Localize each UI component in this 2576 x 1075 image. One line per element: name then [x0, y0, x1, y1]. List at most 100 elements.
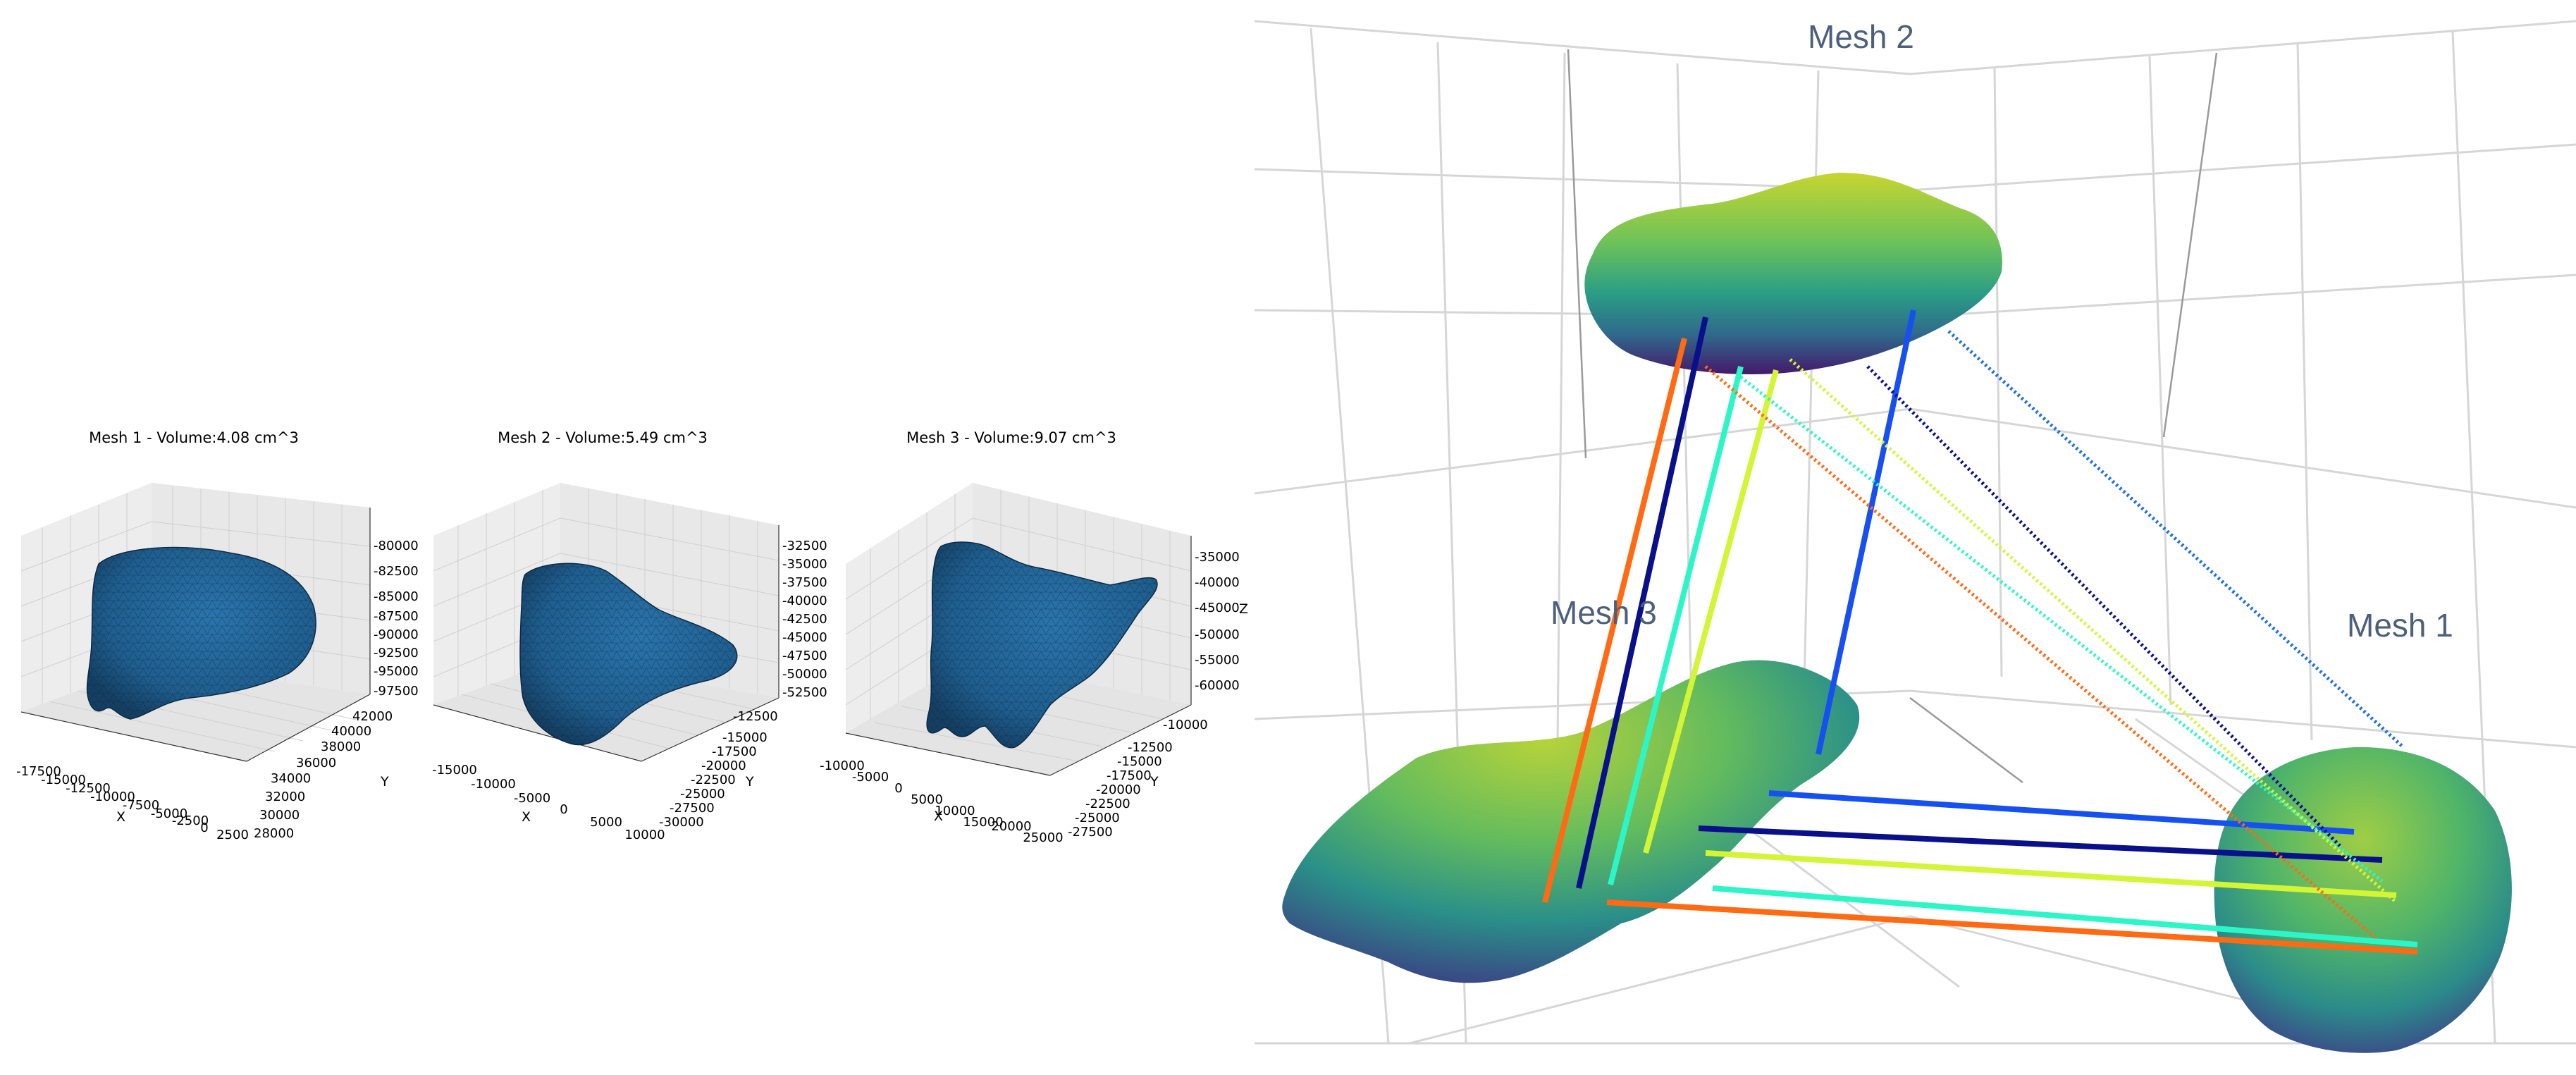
svg-text:-40000: -40000 — [1195, 575, 1240, 590]
x-tick-labels: -17500 -15000 -12500 -10000 -7500 -5000 … — [16, 764, 249, 842]
mesh-2-volume[interactable] — [1584, 173, 2002, 374]
scene-label-mesh-3: Mesh 3 — [1551, 594, 1657, 631]
svg-text:-2500: -2500 — [172, 813, 209, 828]
svg-text:-15000: -15000 — [1117, 754, 1162, 769]
svg-text:-35000: -35000 — [782, 557, 827, 572]
y-axis-label: Y — [380, 774, 389, 790]
svg-text:-35000: -35000 — [1195, 550, 1240, 565]
svg-text:-12500: -12500 — [733, 709, 778, 724]
svg-text:-27500: -27500 — [670, 801, 715, 816]
svg-text:-5000: -5000 — [151, 806, 187, 821]
svg-text:-15000: -15000 — [432, 763, 477, 778]
connection-line — [1643, 369, 1779, 854]
svg-text:30000: 30000 — [259, 808, 300, 823]
svg-text:-15000: -15000 — [722, 730, 768, 745]
x-axis-label: X — [522, 809, 531, 825]
mesh-1-volume[interactable] — [2214, 747, 2512, 1053]
svg-text:-80000: -80000 — [374, 539, 419, 553]
svg-text:-87500: -87500 — [374, 609, 419, 624]
y-axis-label: Y — [1150, 774, 1159, 790]
svg-text:42000: 42000 — [352, 709, 393, 724]
mesh-3-volume[interactable] — [1282, 660, 1860, 983]
svg-text:-45000: -45000 — [1195, 601, 1240, 615]
x-axis-label: X — [934, 809, 943, 824]
svg-text:-97500: -97500 — [374, 684, 419, 699]
svg-text:5000: 5000 — [911, 792, 943, 807]
panel-mesh-3: Mesh 3 - Volume:9.07 cm^3 — [820, 429, 1248, 845]
panel-title: Mesh 2 - Volume:5.49 cm^3 — [498, 429, 708, 446]
svg-text:-5000: -5000 — [514, 791, 550, 806]
svg-text:-17500: -17500 — [712, 744, 757, 759]
svg-text:32000: 32000 — [265, 790, 305, 804]
connection-line — [1542, 338, 1687, 903]
svg-text:-30000: -30000 — [659, 815, 704, 830]
svg-text:-42500: -42500 — [782, 612, 827, 627]
connection-line — [1816, 309, 1916, 755]
panel-title: Mesh 1 - Volume:4.08 cm^3 — [89, 429, 299, 446]
svg-text:-15000: -15000 — [41, 773, 86, 787]
z-tick-labels: -80000 -82500 -85000 -87500 -90000 -9250… — [374, 539, 419, 699]
y-tick-labels: -27500 -25000 -22500 -20000 -17500 -1500… — [1068, 718, 1208, 840]
x-tick-labels: -10000 -5000 0 5000 10000 15000 20000 25… — [820, 758, 1064, 845]
svg-text:-22500: -22500 — [1085, 797, 1130, 811]
svg-text:36000: 36000 — [296, 756, 336, 770]
svg-text:-10000: -10000 — [1163, 718, 1208, 732]
svg-text:-47500: -47500 — [782, 649, 827, 663]
svg-text:-20000: -20000 — [1096, 782, 1141, 797]
dotted-connection-lines — [1704, 330, 2405, 939]
plotly-3d-scene[interactable]: Mesh 2 Mesh 3 Mesh 1 — [1255, 0, 2576, 1075]
svg-text:-12500: -12500 — [1128, 740, 1173, 755]
svg-text:28000: 28000 — [254, 826, 294, 841]
svg-text:-82500: -82500 — [374, 564, 419, 579]
svg-text:0: 0 — [200, 821, 208, 835]
svg-text:-5000: -5000 — [852, 770, 889, 785]
connection-line — [1698, 825, 2383, 863]
svg-text:10000: 10000 — [624, 828, 665, 842]
svg-text:-25000: -25000 — [1075, 811, 1120, 825]
svg-text:-10000: -10000 — [820, 758, 865, 773]
svg-text:38000: 38000 — [321, 739, 361, 754]
svg-text:-17500: -17500 — [16, 764, 61, 779]
scene-label-mesh-2: Mesh 2 — [1808, 18, 1914, 55]
matplotlib-figure: Mesh 1 - Volume:4.08 cm^3 — [16, 429, 1248, 845]
svg-text:2500: 2500 — [216, 828, 249, 842]
connection-line — [1606, 899, 2418, 954]
svg-text:-10000: -10000 — [471, 777, 516, 792]
panel-title: Mesh 3 - Volume:9.07 cm^3 — [906, 429, 1116, 446]
svg-text:25000: 25000 — [1023, 830, 1063, 845]
x-axis-label: X — [116, 809, 125, 825]
svg-text:-55000: -55000 — [1195, 653, 1240, 668]
svg-text:0: 0 — [894, 781, 902, 796]
scene-axis-lines — [1567, 49, 2218, 783]
svg-text:10000: 10000 — [935, 804, 975, 818]
svg-text:-45000: -45000 — [782, 630, 827, 645]
y-axis-label: Y — [745, 774, 754, 790]
x-tick-labels: -15000 -10000 -5000 0 5000 10000 — [432, 763, 665, 842]
svg-text:-20000: -20000 — [701, 758, 746, 773]
connection-lines — [1542, 309, 2418, 954]
z-tick-labels: -32500 -35000 -37500 -40000 -42500 -4500… — [782, 539, 827, 700]
svg-text:-32500: -32500 — [782, 539, 827, 553]
svg-text:20000: 20000 — [991, 819, 1031, 834]
svg-text:-52500: -52500 — [782, 685, 827, 700]
panel-mesh-2: Mesh 2 - Volume:5.49 cm^3 — [432, 429, 827, 842]
svg-text:0: 0 — [560, 802, 567, 817]
svg-text:5000: 5000 — [590, 815, 622, 830]
connection-line — [1712, 885, 2418, 947]
svg-text:-37500: -37500 — [782, 575, 827, 590]
y-tick-labels: -30000 -27500 -25000 -22500 -20000 -1750… — [659, 709, 778, 830]
svg-text:-27500: -27500 — [1068, 825, 1113, 840]
connection-line — [1768, 790, 2355, 835]
svg-text:34000: 34000 — [271, 771, 311, 786]
svg-text:-12500: -12500 — [66, 781, 111, 796]
svg-text:-92500: -92500 — [374, 646, 419, 661]
svg-text:-85000: -85000 — [374, 589, 419, 604]
scene-label-mesh-1: Mesh 1 — [2347, 607, 2453, 644]
z-axis-label: Z — [1239, 601, 1248, 617]
connection-line — [1576, 317, 1708, 889]
panel-mesh-1: Mesh 1 - Volume:4.08 cm^3 — [16, 429, 419, 842]
svg-text:-7500: -7500 — [123, 798, 159, 813]
z-tick-labels: -35000 -40000 -45000 -50000 -55000 -6000… — [1195, 550, 1240, 693]
svg-text:-25000: -25000 — [680, 787, 725, 801]
svg-text:-60000: -60000 — [1195, 678, 1240, 693]
